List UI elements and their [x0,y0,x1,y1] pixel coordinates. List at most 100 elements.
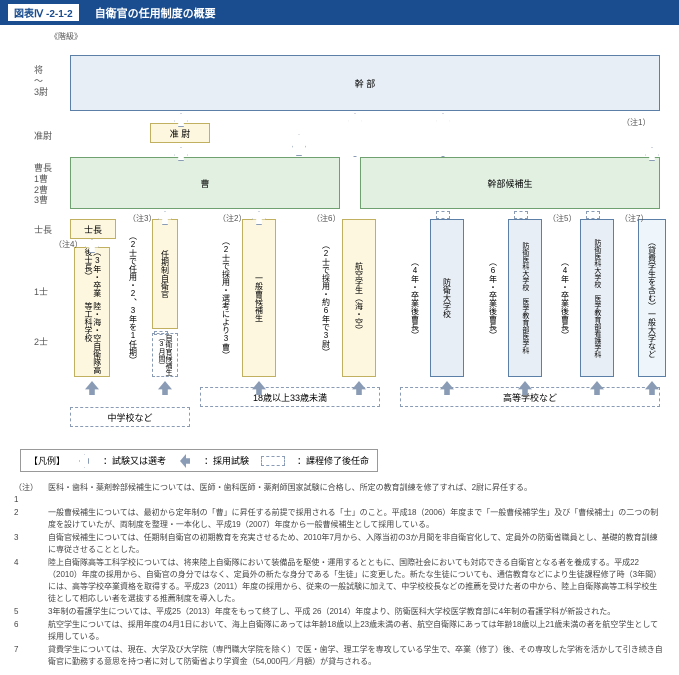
arrow-dashed-icon [514,211,528,219]
footnote-row: 2一般曹候補生については、最初から定年制の「曹」に昇任する前提で採用される「士」… [14,507,665,531]
box-age1833: 18歳以上33歳未満 [200,387,380,407]
legend-arrow-open-icon [79,454,89,468]
footnotes: （注）1医科・歯科・薬剤幹部候補生については、医師・歯科医師・薬剤師国家試験に合… [0,476,679,675]
label-kanbukoho: 幹部候補生 [487,177,532,190]
box-ninkisei: 任期制自衛官 [152,219,178,329]
arrow-dashed-icon [348,113,362,157]
label-nisplus: （2士で任用・2、3年を1任期） [128,232,139,364]
footnote-row: 3自衛官候補生については、任期制自衛官の初期教育を充実させるため、2010年7月… [14,532,665,556]
legend-dashed-box-icon [261,456,285,466]
rank-4: 士長 [34,223,52,236]
box-riku-koukou: （3年・卒業後士長） 陸・海・空自衛隊高等工科学校 [74,247,110,377]
box-koukuu: 航空学生（海・空） [342,219,376,377]
label-shichou: 士長 [84,223,102,236]
label-ninkisei: 任期制自衛官 [160,250,171,298]
box-jieikan-koho: 自衛官候補生（3月間） [152,333,178,377]
diagram-area: 《階級》 将〜3尉 准尉 曹長1曹2曹3曹 士長 1士 2士 幹 部 准 尉 曹… [0,25,679,445]
rank-1: 将〜3尉 [34,65,48,97]
rank-2: 准尉 [34,129,52,142]
footnote-text: 一般曹候補生については、最初から定年制の「曹」に昇任する前提で採用される「士」の… [48,507,665,531]
note-3: （注3） [128,213,156,224]
arrow-fill-icon [158,381,172,395]
footnote-num: （注）1 [14,482,42,506]
note-6: （注6） [312,213,340,224]
figure-title: 自衛官の任用制度の概要 [95,5,216,21]
note-2: （注2） [218,213,246,224]
box-boueidai: 防衛大学校 [430,219,464,377]
box-koukuu-sub: （2士で採用・約6年で3尉） [316,219,336,377]
footnote-text: 自衛官候補生については、任期制自衛官の初期教育を充実させるため、2010年7月か… [48,532,665,556]
arrow-dashed-icon [154,331,168,335]
arrow-dashed-icon [436,211,450,219]
box-chugaku: 中学校など [70,407,190,427]
arrow-dashed-icon [436,113,450,157]
legend-label: 【凡例】 [29,454,65,467]
label-ippansou: 一般曹候補生 [254,274,265,322]
arrow-outline-icon [292,134,306,156]
label-koukou: 高等学校など [503,391,557,404]
box-shichou: 士長 [70,219,116,239]
figure-header: 図表Ⅳ -2-1-2 自衛官の任用制度の概要 [0,0,679,25]
footnote-num: 6 [14,619,42,643]
legend-text-3: ：課程修了後任命 [297,454,369,467]
box-boueiika: 防衛医科大学校 医学教育部医学科 [508,219,542,377]
arrow-fill-icon [85,381,99,395]
label-jieikan-koho: 自衛官候補生（3月間） [158,334,172,376]
rank-6: 2士 [34,335,48,348]
label-boueiika-sub: （6年・卒業後曹長） [488,258,499,339]
footnote-text: 航空学生については、採用年度の4月1日において、海上自衛隊にあっては年齢18歳以… [48,619,665,643]
note-4: （注4） [54,239,82,250]
note-7: （注7） [620,213,648,224]
box-boueiika-sub: （6年・卒業後曹長） [484,219,502,377]
label-koukuu: 航空学生（海・空） [354,262,365,334]
label-boueidai-sub: （4年・卒業後曹長） [410,258,421,339]
label-ippandai-sub: （貸費学生を含む） [647,238,658,310]
box-kanbukoho: 幹部候補生 [360,157,660,209]
label-boueiika: 防衛医科大学校 医学教育部医学科 [521,242,529,354]
label-boueikango-sub: （4年・卒業後曹長） [560,258,571,339]
box-boueikango-sub: （4年・卒業後曹長） [556,219,574,377]
footnote-num: 5 [14,606,42,618]
footnote-row: 6航空学生については、採用年度の4月1日において、海上自衛隊にあっては年齢18歳… [14,619,665,643]
box-boueikango: 防衛医科大学校 医学教育部看護学科 [580,219,614,377]
footnote-row: （注）1医科・歯科・薬剤幹部候補生については、医師・歯科医師・薬剤師国家試験に合… [14,482,665,506]
box-boueidai-sub: （4年・卒業後曹長） [406,219,424,377]
label-junni: 准 尉 [170,127,191,140]
label-boueikango: 防衛医科大学校 医学教育部看護学科 [593,239,601,358]
legend-text-1: ：試験又は選考 [103,454,166,467]
label-ippandai: 一般大学など [647,310,658,358]
box-sou: 曹 [70,157,340,209]
box-ippansou-sub: （2士で採用・選考により3曹） [216,219,236,377]
box-koukou: 高等学校など [400,387,660,407]
footnote-text: 3年制の看護学生については、平成25（2013）年度をもって終了し、平成 26（… [48,606,615,618]
label-kanbu: 幹 部 [355,77,376,90]
footnote-row: 7貸費学生については、現在、大学及び大学院（専門職大学院を除く）で医・歯学、理工… [14,644,665,668]
label-riku-koukou: 陸・海・空自衛隊高等工科学校 [83,302,101,376]
rank-3: 曹長1曹2曹3曹 [34,163,52,206]
footnote-num: 3 [14,532,42,556]
label-riku-koukou-sub: （3年・卒業後士長） [83,248,101,302]
box-ippansou: 一般曹候補生 [242,219,276,377]
note-5: （注5） [548,213,576,224]
axis-label: 《階級》 [50,31,82,42]
label-koukuu-sub: （2士で採用・約6年で3尉） [321,241,332,356]
label-boueidai: 防衛大学校 [442,278,453,318]
legend-text-2: ：採用試験 [204,454,249,467]
rank-5: 1士 [34,285,48,298]
legend-arrow-fill-icon [180,454,190,468]
arrow-dashed-icon [586,211,600,219]
box-nisplus: （2士で任用・2、3年を1任期） [122,219,144,377]
figure-number: 図表Ⅳ -2-1-2 [8,4,79,21]
box-kanbu: 幹 部 [70,55,660,111]
label-ippansou-sub: （2士で採用・選考により3曹） [221,237,232,359]
legend: 【凡例】 ：試験又は選考 ：採用試験 ：課程修了後任命 [20,449,378,472]
footnote-row: 5 3年制の看護学生については、平成25（2013）年度をもって終了し、平成 26… [14,606,665,618]
label-chugaku: 中学校など [107,411,152,424]
label-sou: 曹 [200,177,209,190]
note-1: （注1） [622,117,650,128]
label-age1833: 18歳以上33歳未満 [253,391,327,404]
footnote-text: 医科・歯科・薬剤幹部候補生については、医師・歯科医師・薬剤師国家試験に合格し、所… [48,482,532,506]
footnote-num: 7 [14,644,42,668]
footnote-text: 貸費学生については、現在、大学及び大学院（専門職大学院を除く）で医・歯学、理工学… [48,644,665,668]
footnote-num: 2 [14,507,42,531]
